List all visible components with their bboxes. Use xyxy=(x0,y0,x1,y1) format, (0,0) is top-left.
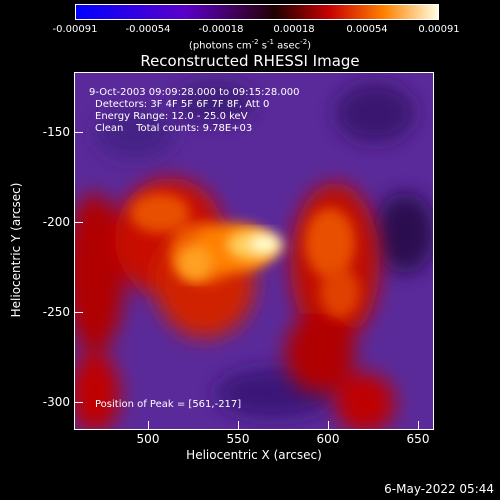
x-tick xyxy=(418,421,419,429)
y-tick xyxy=(75,132,83,133)
colorbar-tick: 0.00091 xyxy=(418,24,460,35)
colorbar xyxy=(75,4,439,20)
image-frame: 9-Oct-2003 09:09:28.000 to 09:15:28.000 … xyxy=(74,72,434,430)
detectors-label: Detectors: 3F 4F 5F 6F 7F 8F, Att 0 xyxy=(95,99,270,110)
x-axis-label: Heliocentric X (arcsec) xyxy=(186,448,322,462)
y-tick xyxy=(75,222,83,223)
x-tick-label: 650 xyxy=(406,432,430,446)
y-tick xyxy=(75,402,83,403)
x-tick xyxy=(328,421,329,429)
x-tick-label: 500 xyxy=(136,432,160,446)
plot-title: Reconstructed RHESSI Image xyxy=(140,52,360,70)
rhessi-image xyxy=(75,73,433,429)
colorbar-tick: 0.00018 xyxy=(273,24,315,35)
clean-counts-label: Clean Total counts: 9.78E+03 xyxy=(95,123,253,134)
time-range-label: 9-Oct-2003 09:09:28.000 to 09:15:28.000 xyxy=(89,87,300,98)
y-axis-label: Heliocentric Y (arcsec) xyxy=(9,182,23,318)
colorbar-tick: 0.00054 xyxy=(346,24,388,35)
energy-range-label: Energy Range: 12.0 - 25.0 keV xyxy=(95,111,248,122)
colorbar-tick: -0.00054 xyxy=(125,24,171,35)
colorbar-units: (photons cm-2 s-1 asec-2) xyxy=(188,38,312,52)
peak-position-label: Position of Peak = [561,-217] xyxy=(95,399,242,410)
y-tick-label: -300 xyxy=(42,395,70,409)
datestamp: 6-May-2022 05:44 xyxy=(384,482,494,496)
colorbar-tick: -0.00018 xyxy=(198,24,244,35)
x-tick xyxy=(238,421,239,429)
y-tick-label: -150 xyxy=(42,125,70,139)
x-tick-label: 550 xyxy=(226,432,250,446)
x-tick xyxy=(148,421,149,429)
x-tick-label: 600 xyxy=(316,432,340,446)
y-tick-label: -200 xyxy=(42,215,70,229)
y-tick-label: -250 xyxy=(42,305,70,319)
y-tick xyxy=(75,312,83,313)
colorbar-tick: -0.00091 xyxy=(52,24,98,35)
